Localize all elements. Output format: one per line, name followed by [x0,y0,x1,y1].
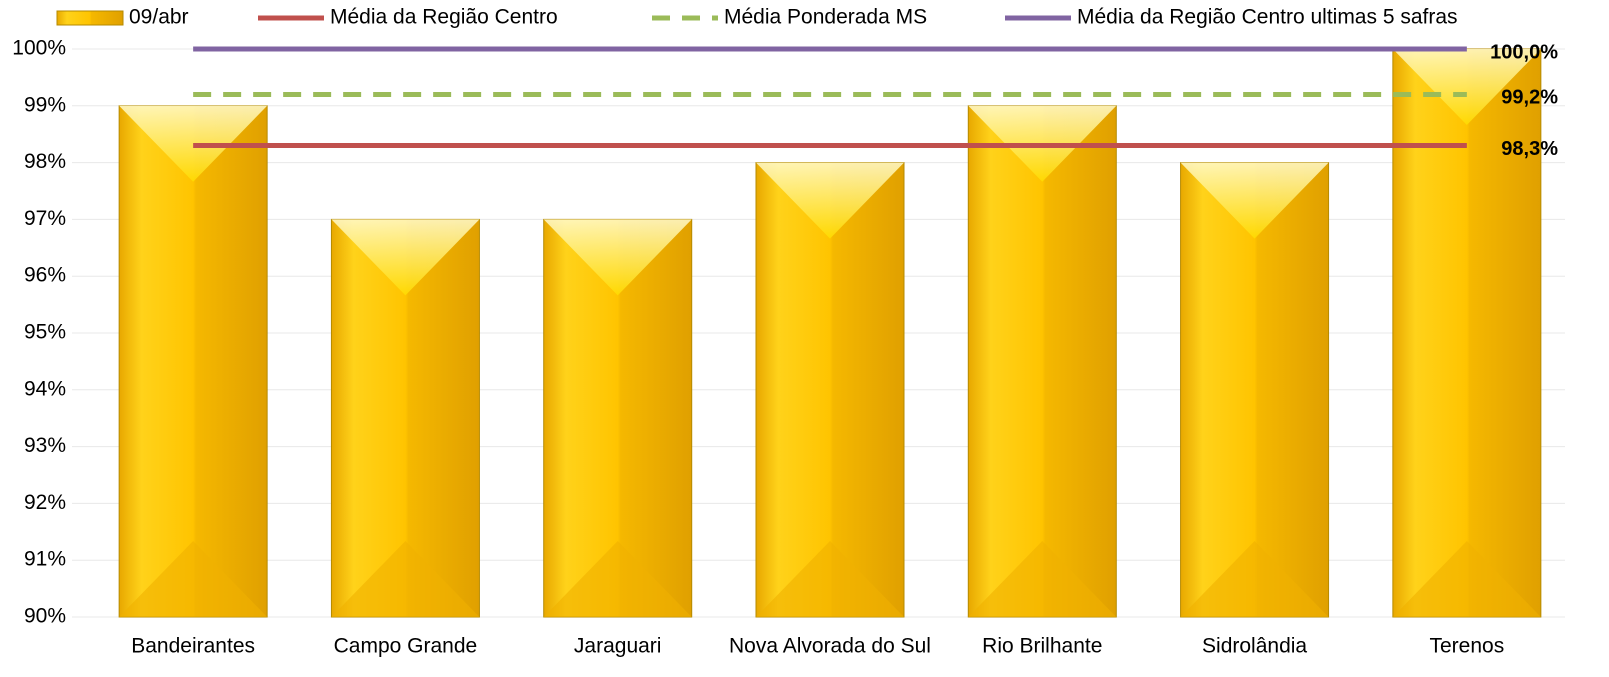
bar-bevel-top [331,219,480,296]
y-tick-label: 92% [24,491,66,514]
y-tick-label: 93% [24,434,66,457]
bar-bevel-bottom [968,541,1117,617]
bar-bevel-top [543,219,692,296]
y-tick-label: 99% [24,93,66,116]
y-tick-label: 98% [24,150,66,173]
y-tick-label: 95% [24,321,66,344]
bar-bevel-bottom [756,541,904,617]
bar-bevel-top [756,162,904,239]
y-tick-label: 97% [24,207,66,230]
bar-bevel-bottom [1180,541,1329,617]
x-tick-label: Terenos [1429,635,1504,658]
bar-bevel-top [1180,162,1329,239]
data-label: 99,2% [1501,87,1558,109]
x-tick-label: Rio Brilhante [982,635,1102,658]
legend-label: Média da Região Centro [330,6,558,29]
bar-bevel-bottom [331,541,480,617]
legend-label: Média da Região Centro ultimas 5 safras [1077,6,1458,29]
legend-swatch [56,10,124,26]
x-tick-label: Sidrolândia [1202,635,1307,658]
x-tick-label: Nova Alvorada do Sul [729,635,931,658]
x-tick-label: Jaraguari [574,635,662,658]
y-tick-label: 96% [24,264,66,287]
bar [967,105,1117,618]
x-tick-label: Campo Grande [334,635,478,658]
data-label: 98,3% [1501,138,1558,160]
bar-bevel-top [1392,49,1541,125]
bar-bevel-bottom [119,541,268,617]
x-tick-label: Bandeirantes [131,635,255,658]
bar-bevel-bottom [543,541,692,617]
y-tick-label: 91% [24,548,66,571]
bar [1392,48,1542,618]
legend-label: 09/abr [129,6,189,29]
legend-label: Média Ponderada MS [724,6,927,29]
bar [118,105,268,618]
y-tick-label: 90% [24,605,66,628]
data-label: 100,0% [1490,41,1558,63]
y-tick-label: 100% [12,37,66,60]
bar-bevel-bottom [1392,541,1541,617]
y-tick-label: 94% [24,377,66,400]
